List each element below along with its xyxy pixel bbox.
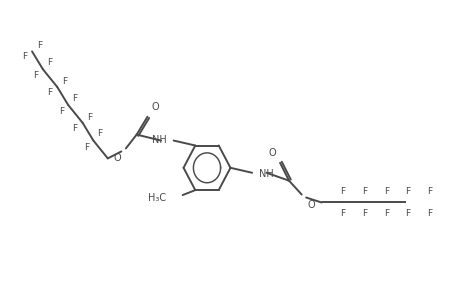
Text: F: F bbox=[362, 209, 367, 218]
Text: F: F bbox=[362, 187, 367, 196]
Text: F: F bbox=[405, 209, 411, 218]
Text: O: O bbox=[152, 102, 159, 112]
Text: F: F bbox=[62, 77, 67, 86]
Text: F: F bbox=[47, 88, 53, 97]
Text: F: F bbox=[97, 130, 103, 138]
Text: F: F bbox=[405, 187, 411, 196]
Text: F: F bbox=[341, 209, 346, 218]
Text: F: F bbox=[59, 107, 64, 116]
Text: H₃C: H₃C bbox=[148, 193, 167, 203]
Text: F: F bbox=[37, 41, 42, 50]
Text: F: F bbox=[22, 53, 27, 61]
Text: F: F bbox=[384, 187, 389, 196]
Text: F: F bbox=[84, 142, 89, 152]
Text: NH: NH bbox=[152, 135, 167, 145]
Text: O: O bbox=[114, 153, 121, 163]
Text: F: F bbox=[72, 94, 77, 103]
Text: F: F bbox=[427, 209, 432, 218]
Text: F: F bbox=[427, 187, 432, 196]
Text: O: O bbox=[269, 148, 277, 158]
Text: F: F bbox=[341, 187, 346, 196]
Text: NH: NH bbox=[260, 169, 274, 179]
Text: F: F bbox=[72, 124, 78, 133]
Text: F: F bbox=[384, 209, 389, 218]
Text: O: O bbox=[307, 201, 315, 211]
Text: F: F bbox=[47, 58, 52, 67]
Text: F: F bbox=[34, 71, 39, 80]
Text: F: F bbox=[88, 113, 92, 122]
